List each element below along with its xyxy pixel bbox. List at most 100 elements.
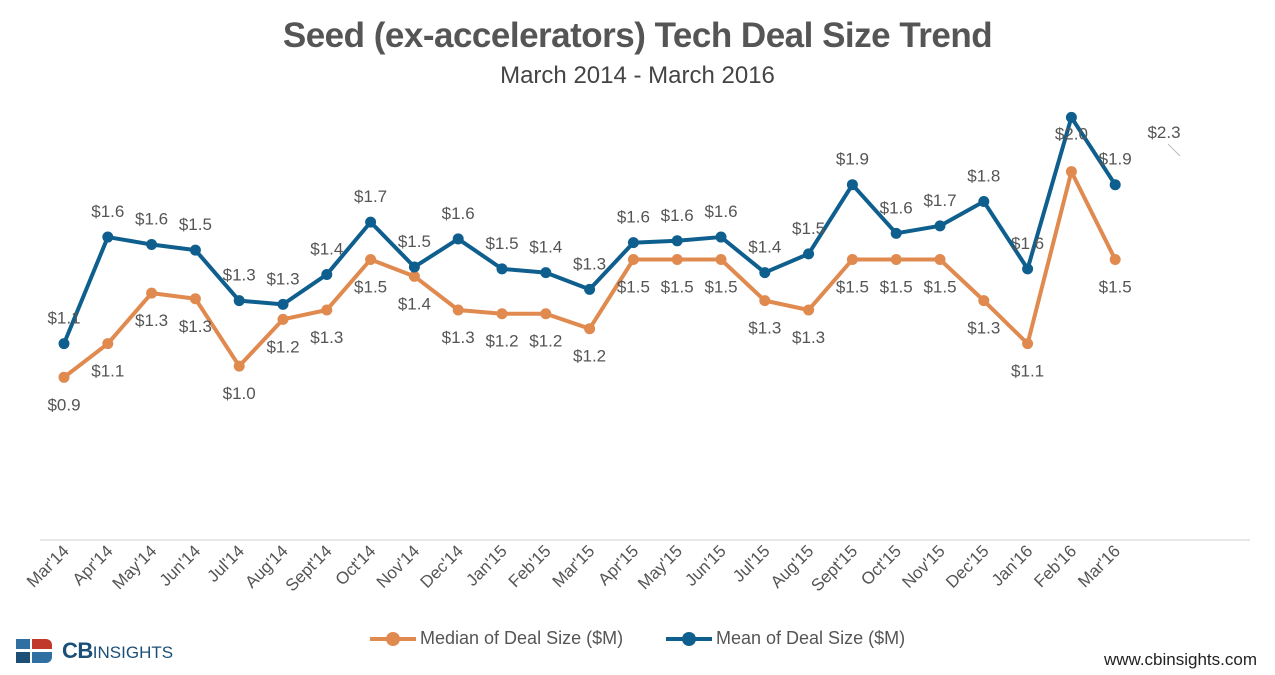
data-point-0 [803,304,815,316]
x-tick-label: Mar'14 [23,541,73,591]
data-label-1: $2.3 [1147,123,1180,142]
data-label-1: $1.9 [836,150,869,169]
data-label-1: $1.5 [398,232,431,251]
data-point-0 [715,254,727,265]
data-label-0: $1.2 [573,347,606,366]
data-point-0 [233,360,245,372]
data-point-1 [627,237,639,249]
chart-title: Seed (ex-accelerators) Tech Deal Size Tr… [282,16,993,55]
data-point-1 [321,268,333,280]
data-point-1 [759,267,771,279]
logo-text: CBINSIGHTS [62,638,174,663]
data-point-0 [58,371,70,383]
x-tick-label: Mar'16 [1074,541,1124,591]
data-point-0 [846,254,858,265]
data-point-1 [715,231,727,243]
data-label-0: $1.5 [354,278,387,297]
data-label-1: $1.6 [442,204,475,223]
cb-logo-icon [16,639,52,663]
data-point-1 [146,239,158,251]
data-point-0 [321,304,333,316]
data-label-0: $1.1 [1011,362,1044,381]
data-point-0 [146,287,158,299]
data-label-1: $1.1 [47,309,80,328]
data-label-0: $1.4 [398,294,431,313]
data-point-1 [102,231,114,243]
data-label-1: $1.7 [354,187,387,206]
x-tick-label: Oct'14 [332,541,380,589]
data-point-0 [408,270,420,282]
data-label-0: $1.5 [923,278,956,297]
data-label-0: $1.1 [91,362,124,381]
data-label-1: $1.6 [135,210,168,229]
data-point-0 [934,254,946,265]
data-point-0 [890,254,902,265]
data-point-0 [189,293,201,305]
data-label-1: $1.6 [1011,234,1044,253]
data-label-0: $1.2 [266,337,299,356]
data-point-1 [233,295,245,307]
data-point-1 [1065,111,1077,123]
data-label-0: $1.2 [485,332,518,351]
data-point-1 [978,196,990,208]
data-label-1: $1.9 [1099,150,1132,169]
data-point-0 [496,308,508,320]
x-tick-label: Jan'16 [988,541,1036,589]
data-point-1 [846,179,858,191]
x-tick-label: Dec'15 [942,541,992,591]
data-point-1 [58,338,70,350]
legend-item-mean: Mean of Deal Size ($M) [666,628,905,649]
data-label-1: $1.5 [179,215,212,234]
data-point-0 [1109,254,1121,265]
data-point-0 [277,313,289,325]
data-label-0: $1.3 [792,328,825,347]
data-point-0 [627,254,639,265]
data-label-1: $1.5 [792,219,825,238]
x-tick-label: Oct'15 [857,541,905,589]
data-label-0: $1.3 [442,328,475,347]
data-point-0 [452,304,464,316]
data-label-0: $1.2 [529,332,562,351]
x-tick-label: Sept'15 [807,541,861,595]
data-point-1 [584,283,596,295]
legend-label-mean: Mean of Deal Size ($M) [716,628,906,648]
x-tick-label: May'14 [109,541,161,593]
data-point-1 [934,220,946,232]
data-point-0 [1065,166,1077,178]
data-label-1: $1.8 [967,167,1000,186]
data-label-0: $2.0 [1055,125,1088,144]
x-tick-label: Jun'14 [156,541,204,589]
data-label-0: $1.3 [967,319,1000,338]
data-point-1 [189,244,201,256]
chart-subtitle: March 2014 - March 2016 [500,62,775,89]
x-tick-label: Jan'15 [462,541,510,589]
data-point-1 [1022,263,1034,275]
data-label-1: $1.4 [748,238,781,257]
data-label-1: $1.5 [485,234,518,253]
data-point-0 [584,323,596,335]
data-label-1: $1.3 [573,254,606,273]
data-label-1: $1.3 [266,269,299,288]
x-tick-label: Nov'14 [373,541,423,591]
data-point-0 [1022,338,1034,350]
data-point-1 [671,235,683,247]
data-label-1: $1.3 [223,266,256,285]
data-point-1 [408,261,420,273]
data-point-0 [540,308,552,320]
legend-item-median: Median of Deal Size ($M) [370,628,623,649]
data-point-0 [102,338,114,350]
data-point-1 [365,216,377,228]
data-label-1: $1.7 [923,191,956,210]
data-point-0 [365,254,377,265]
data-label-0: $1.5 [704,278,737,297]
data-point-1 [452,233,464,245]
data-point-0 [759,295,771,307]
data-label-0: $1.5 [836,278,869,297]
x-tick-label: Dec'14 [417,541,467,591]
data-point-1 [277,298,289,310]
data-label-1: $1.6 [704,202,737,221]
data-label-1: $1.6 [617,208,650,227]
x-tick-label: Mar'15 [549,541,599,591]
data-label-1: $1.6 [880,198,913,217]
